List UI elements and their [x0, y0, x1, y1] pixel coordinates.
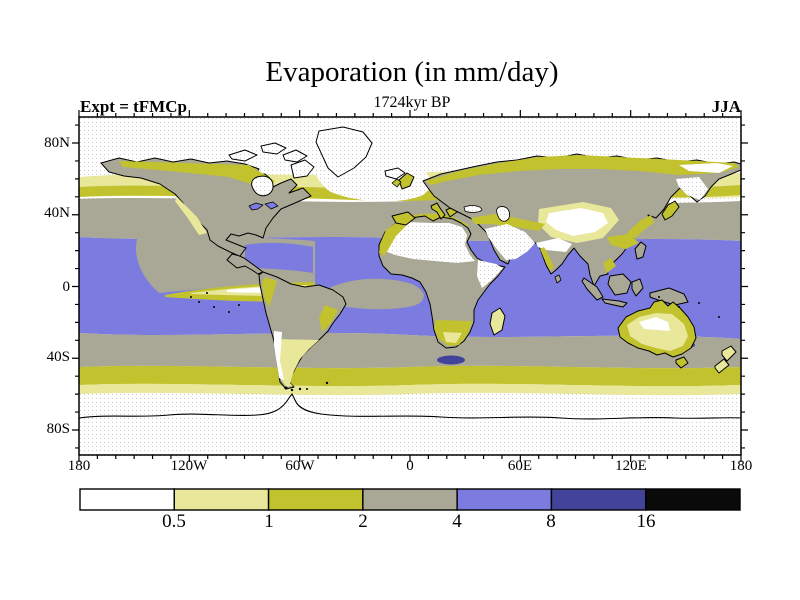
chart-subtitle: 1724kyr BP [373, 94, 451, 111]
x-tick-label-180w: 180 [67, 458, 91, 474]
y-tick-label-80s: 80S [46, 421, 70, 437]
hudson-bay [251, 175, 274, 197]
caspian-sea [496, 206, 510, 222]
great-lakes [248, 201, 279, 211]
x-tick-label-60e: 60E [507, 458, 533, 474]
korea-olive [645, 215, 654, 227]
siberia-arctic-olive [425, 155, 739, 185]
x-tick-label-0: 0 [406, 458, 414, 474]
equatorial-atlantic-gray [324, 278, 424, 310]
australia-center-white [639, 317, 670, 331]
north-india-white [536, 238, 572, 252]
colorbar [79, 488, 741, 511]
colorbar-cell-2-4 [362, 488, 458, 511]
black-sea [463, 205, 483, 213]
sri-lanka [554, 274, 562, 284]
colorbar-label-16: 16 [636, 511, 656, 532]
small-islands [190, 292, 720, 392]
south-pale-band [79, 383, 741, 396]
italy [430, 202, 446, 220]
plot-frame [78, 116, 742, 456]
colorbar-cell-0.5-1 [173, 488, 270, 511]
y-tick-label-40s: 40S [46, 349, 70, 365]
borneo [607, 273, 632, 296]
x-tick-label-120e: 120E [615, 458, 647, 474]
middle-east-white [485, 224, 535, 260]
colorbar-label-4: 4 [452, 511, 462, 532]
x-tick-label-120w: 120W [170, 458, 208, 474]
axis-ticks [72, 110, 748, 462]
colorbar-label-2: 2 [358, 511, 368, 532]
new-zealand [714, 345, 737, 374]
ne-siberia-white [679, 163, 733, 173]
arctic-islands [228, 142, 315, 179]
colorbar-label-1: 1 [264, 511, 274, 532]
andes-white [274, 331, 284, 380]
x-tick-label-60w: 60W [285, 458, 315, 474]
okhotsk-white [676, 177, 708, 200]
britain [398, 172, 415, 190]
sa-northwest-olive [262, 277, 277, 307]
sahara-white [384, 222, 475, 263]
colorbar-cell-> 16 [645, 488, 741, 511]
horn-of-africa-white [477, 260, 503, 288]
y-tick-label-eq: 0 [62, 279, 71, 295]
anatolia-olive-band [471, 214, 545, 231]
central-asia-white [546, 208, 608, 236]
y-tick-label-40n: 40N [44, 205, 70, 221]
canada-olive-band [119, 161, 275, 189]
colorbar-label-0p5: 0.5 [162, 511, 186, 532]
colorbar-cell-1-2 [267, 488, 364, 511]
japan [661, 200, 680, 221]
southern-africa-pale [443, 332, 462, 343]
x-tick-label-180e: 180 [729, 458, 753, 474]
colorbar-label-8: 8 [546, 511, 556, 532]
vietnam-olive [603, 258, 616, 273]
caribbean-blue [245, 242, 313, 273]
philippines [634, 241, 647, 260]
tasmania [675, 356, 689, 369]
iceland [384, 167, 406, 180]
south-olive-band [79, 365, 741, 387]
china-coast-olive [624, 216, 654, 243]
antarctica-coastline [79, 392, 741, 420]
brazil-olive [319, 305, 338, 332]
world-map [79, 117, 741, 455]
sumatra [581, 277, 604, 301]
west-na-pale [175, 197, 207, 235]
colorbar-cell-8-16 [550, 488, 647, 511]
high-evap-spot-s-africa [437, 355, 465, 365]
new-guinea [649, 287, 689, 306]
madagascar [489, 307, 506, 336]
java [601, 298, 628, 308]
colorbar-cell-4-8 [456, 488, 553, 511]
greenland [315, 126, 373, 178]
iberia [391, 211, 416, 226]
chart-title: Evaporation (in mm/day) [265, 56, 559, 88]
season-label: JJA [711, 97, 741, 116]
south-gray-band [79, 333, 741, 369]
experiment-label: Expt = tFMCp [80, 97, 187, 116]
ireland [391, 178, 402, 188]
southern-cone-pale [274, 339, 319, 387]
colorbar-cell-< 0.5 [79, 488, 175, 511]
y-tick-label-80n: 80N [44, 135, 70, 151]
india-west-coast-olive [540, 247, 554, 271]
sulawesi [631, 278, 644, 297]
northwest-africa-olive [379, 222, 406, 256]
